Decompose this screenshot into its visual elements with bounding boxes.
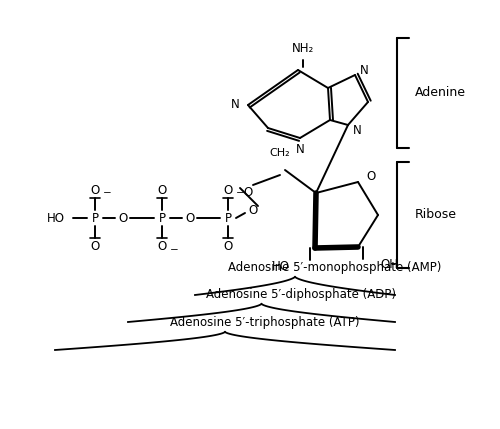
Text: P: P bbox=[224, 211, 232, 224]
Text: HO: HO bbox=[272, 260, 290, 272]
Text: −: − bbox=[170, 245, 178, 255]
Text: O: O bbox=[90, 184, 100, 196]
Text: P: P bbox=[158, 211, 166, 224]
Text: Adenosine 5′-triphosphate (ATP): Adenosine 5′-triphosphate (ATP) bbox=[170, 316, 360, 329]
Text: N: N bbox=[353, 124, 362, 136]
Text: O: O bbox=[158, 184, 166, 196]
Text: −: − bbox=[102, 188, 112, 198]
Text: HO: HO bbox=[47, 211, 65, 224]
Text: N: N bbox=[360, 63, 369, 76]
Text: O: O bbox=[118, 211, 128, 224]
Text: Adenosine 5′-diphosphate (ADP): Adenosine 5′-diphosphate (ADP) bbox=[206, 288, 396, 301]
Text: O: O bbox=[248, 203, 258, 217]
Text: Adenosine 5′-monophosphate (AMP): Adenosine 5′-monophosphate (AMP) bbox=[228, 261, 442, 274]
Text: N: N bbox=[231, 99, 240, 112]
Text: O: O bbox=[224, 239, 232, 253]
Text: NH₂: NH₂ bbox=[292, 42, 314, 54]
Text: CH₂: CH₂ bbox=[270, 148, 290, 158]
Text: O: O bbox=[244, 187, 252, 199]
Text: OH: OH bbox=[380, 259, 398, 272]
Text: N: N bbox=[296, 143, 304, 156]
Text: Adenine: Adenine bbox=[415, 87, 466, 100]
Text: −: − bbox=[236, 188, 244, 198]
Text: Ribose: Ribose bbox=[415, 208, 457, 221]
Text: O: O bbox=[224, 184, 232, 196]
Text: P: P bbox=[92, 211, 98, 224]
Text: O: O bbox=[366, 170, 375, 184]
Text: O: O bbox=[158, 239, 166, 253]
Text: O: O bbox=[90, 239, 100, 253]
Text: O: O bbox=[186, 211, 194, 224]
